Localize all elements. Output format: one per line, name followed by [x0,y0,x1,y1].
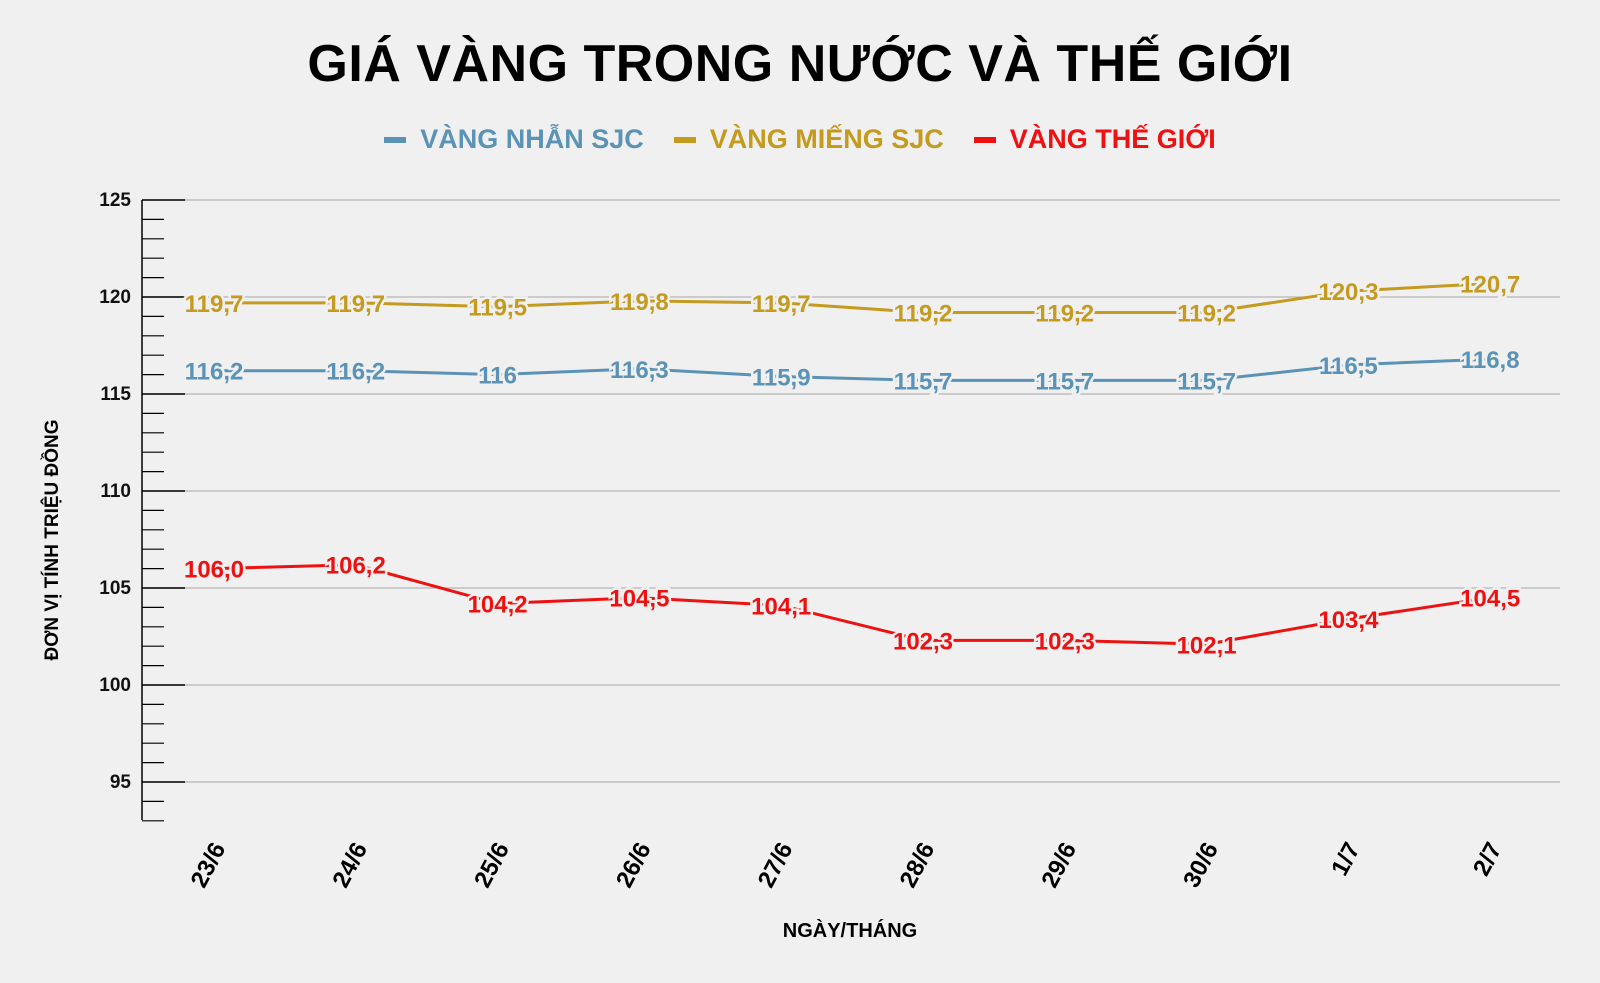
data-label-2-7: 102,1 [1177,632,1237,659]
data-label-0-6: 115,7 [1035,368,1094,395]
data-label-0-3: 116,3 [610,357,669,384]
series-line-0 [214,357,1491,382]
x-tick-label-30-6: 30/6 [1178,838,1224,892]
data-label-2-0: 106,0 [184,557,244,584]
y-tick-label-100: 100 [99,675,131,696]
legend-swatch-vang-nhan-sjc [384,136,407,143]
data-label-2-9: 104,5 [1460,586,1520,613]
data-label-0-2: 116 [478,363,517,390]
series-line-2 [213,563,1491,646]
data-label-2-8: 103,4 [1318,607,1379,634]
y-tick-label-95: 95 [110,772,132,793]
x-tick-label-27-6: 27/6 [753,838,799,892]
data-label-0-1: 116,2 [326,359,385,386]
data-label-1-4: 119,7 [752,291,811,318]
x-tick-label-29-6: 29/6 [1036,838,1082,892]
x-tick-label-2-7: 2/7 [1468,838,1508,880]
data-label-0-5: 115,7 [894,368,953,395]
y-tick-label-115: 115 [100,384,131,405]
legend-label-vang-nhan-sjc: VÀNG NHẪN SJC [420,124,644,154]
data-label-0-8: 116,5 [1319,353,1378,380]
y-tick-label-120: 120 [99,287,131,308]
chart-legend: VÀNG NHẪN SJC VÀNG MIẾNG SJC VÀNG THẾ GI… [0,124,1600,155]
y-tick-label-110: 110 [100,481,131,502]
data-label-1-7: 119,2 [1177,301,1236,328]
data-label-2-5: 102,3 [893,628,953,655]
y-tick-label-105: 105 [99,578,131,599]
x-tick-label-26-6: 26/6 [611,838,657,892]
data-label-1-9: 120,7 [1460,271,1520,298]
y-axis-label: ĐƠN VỊ TÍNH TRIỆU ĐỒNG [42,419,63,661]
x-tick-label-25-6: 25/6 [469,838,515,892]
legend-label-vang-the-gioi: VÀNG THẾ GIỚI [1009,124,1216,154]
x-tick-label-1-7: 1/7 [1326,838,1366,880]
data-label-1-0: 119,7 [185,291,244,318]
data-label-0-9: 116,8 [1461,347,1520,374]
legend-item-vang-the-gioi: VÀNG THẾ GIỚI [973,124,1216,155]
data-label-2-3: 104,5 [609,586,669,613]
y-tick-label-125: 125 [99,190,131,211]
data-label-0-7: 115,7 [1177,368,1236,395]
x-tick-label-28-6: 28/6 [895,838,941,892]
chart-title: GIÁ VÀNG TRONG NƯỚC VÀ THẾ GIỚI [307,35,1293,93]
data-label-1-1: 119,7 [326,291,385,318]
data-label-1-8: 120,3 [1318,279,1378,306]
data-label-1-6: 119,2 [1035,301,1094,328]
legend-swatch-vang-mieng-sjc [673,136,696,143]
series-line-1 [214,281,1491,315]
legend-item-vang-nhan-sjc: VÀNG NHẪN SJC [384,124,644,155]
legend-swatch-vang-the-gioi [973,136,996,143]
legend-label-vang-mieng-sjc: VÀNG MIẾNG SJC [709,124,944,154]
x-tick-label-23-6: 23/6 [186,838,232,892]
data-label-1-3: 119,8 [610,289,669,316]
x-tick-label-24-6: 24/6 [327,838,373,892]
data-label-2-6: 102,3 [1035,628,1095,655]
data-label-0-4: 115,9 [752,365,811,392]
data-label-1-5: 119,2 [894,301,953,328]
data-label-2-4: 104,1 [751,593,811,620]
legend-item-vang-mieng-sjc: VÀNG MIẾNG SJC [673,124,944,155]
data-label-0-0: 116,2 [185,359,244,386]
data-label-1-2: 119,5 [468,295,527,322]
x-axis-label: NGÀY/THÁNG [782,920,918,942]
data-label-2-1: 106,2 [326,553,386,580]
data-label-2-2: 104,2 [468,592,528,619]
